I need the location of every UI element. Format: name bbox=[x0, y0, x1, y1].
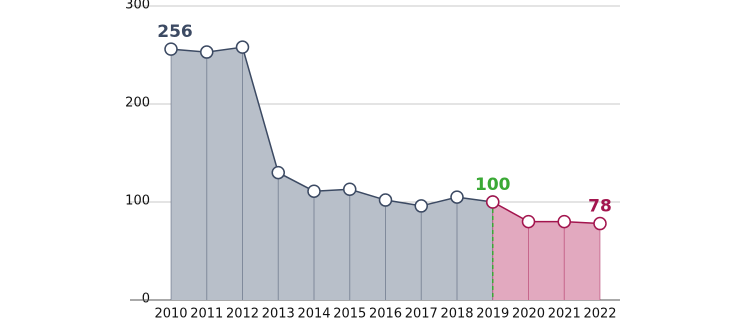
value-label: 78 bbox=[588, 197, 612, 217]
value-label: 256 bbox=[157, 22, 193, 42]
marker bbox=[414, 199, 428, 213]
marker bbox=[235, 40, 250, 54]
marker bbox=[307, 184, 321, 198]
marker bbox=[164, 42, 178, 56]
marker bbox=[450, 190, 464, 204]
x-tick-label: 2022 bbox=[583, 307, 616, 320]
area bbox=[492, 202, 600, 300]
marker bbox=[557, 214, 571, 229]
x-tick-label: 2016 bbox=[369, 307, 402, 320]
line bbox=[492, 201, 601, 225]
marker bbox=[271, 165, 285, 180]
marker bbox=[521, 214, 536, 229]
x-tick-label: 2012 bbox=[226, 307, 259, 320]
marker bbox=[486, 195, 500, 209]
x-tick-label: 2011 bbox=[190, 307, 223, 320]
marker bbox=[593, 216, 607, 231]
marker bbox=[200, 45, 214, 59]
area bbox=[171, 47, 493, 300]
value-label: 100 bbox=[475, 175, 511, 195]
x-tick-label: 2013 bbox=[262, 307, 295, 320]
line bbox=[170, 46, 493, 207]
x-tick-label: 2019 bbox=[476, 307, 509, 320]
x-tick-label: 2017 bbox=[405, 307, 438, 320]
marker bbox=[378, 193, 393, 207]
x-tick-label: 2021 bbox=[548, 307, 581, 320]
x-tick-label: 2014 bbox=[297, 307, 330, 320]
y-tick-label: 0 bbox=[142, 292, 150, 307]
x-tick-label: 2015 bbox=[333, 307, 366, 320]
x-tick-label: 2020 bbox=[512, 307, 545, 320]
y-tick-label: 100 bbox=[125, 194, 150, 209]
y-tick-label: 300 bbox=[125, 0, 150, 13]
y-tick-label: 200 bbox=[125, 96, 150, 111]
marker bbox=[343, 182, 357, 197]
x-tick-label: 2018 bbox=[440, 307, 473, 320]
x-tick-label: 2010 bbox=[154, 307, 187, 320]
